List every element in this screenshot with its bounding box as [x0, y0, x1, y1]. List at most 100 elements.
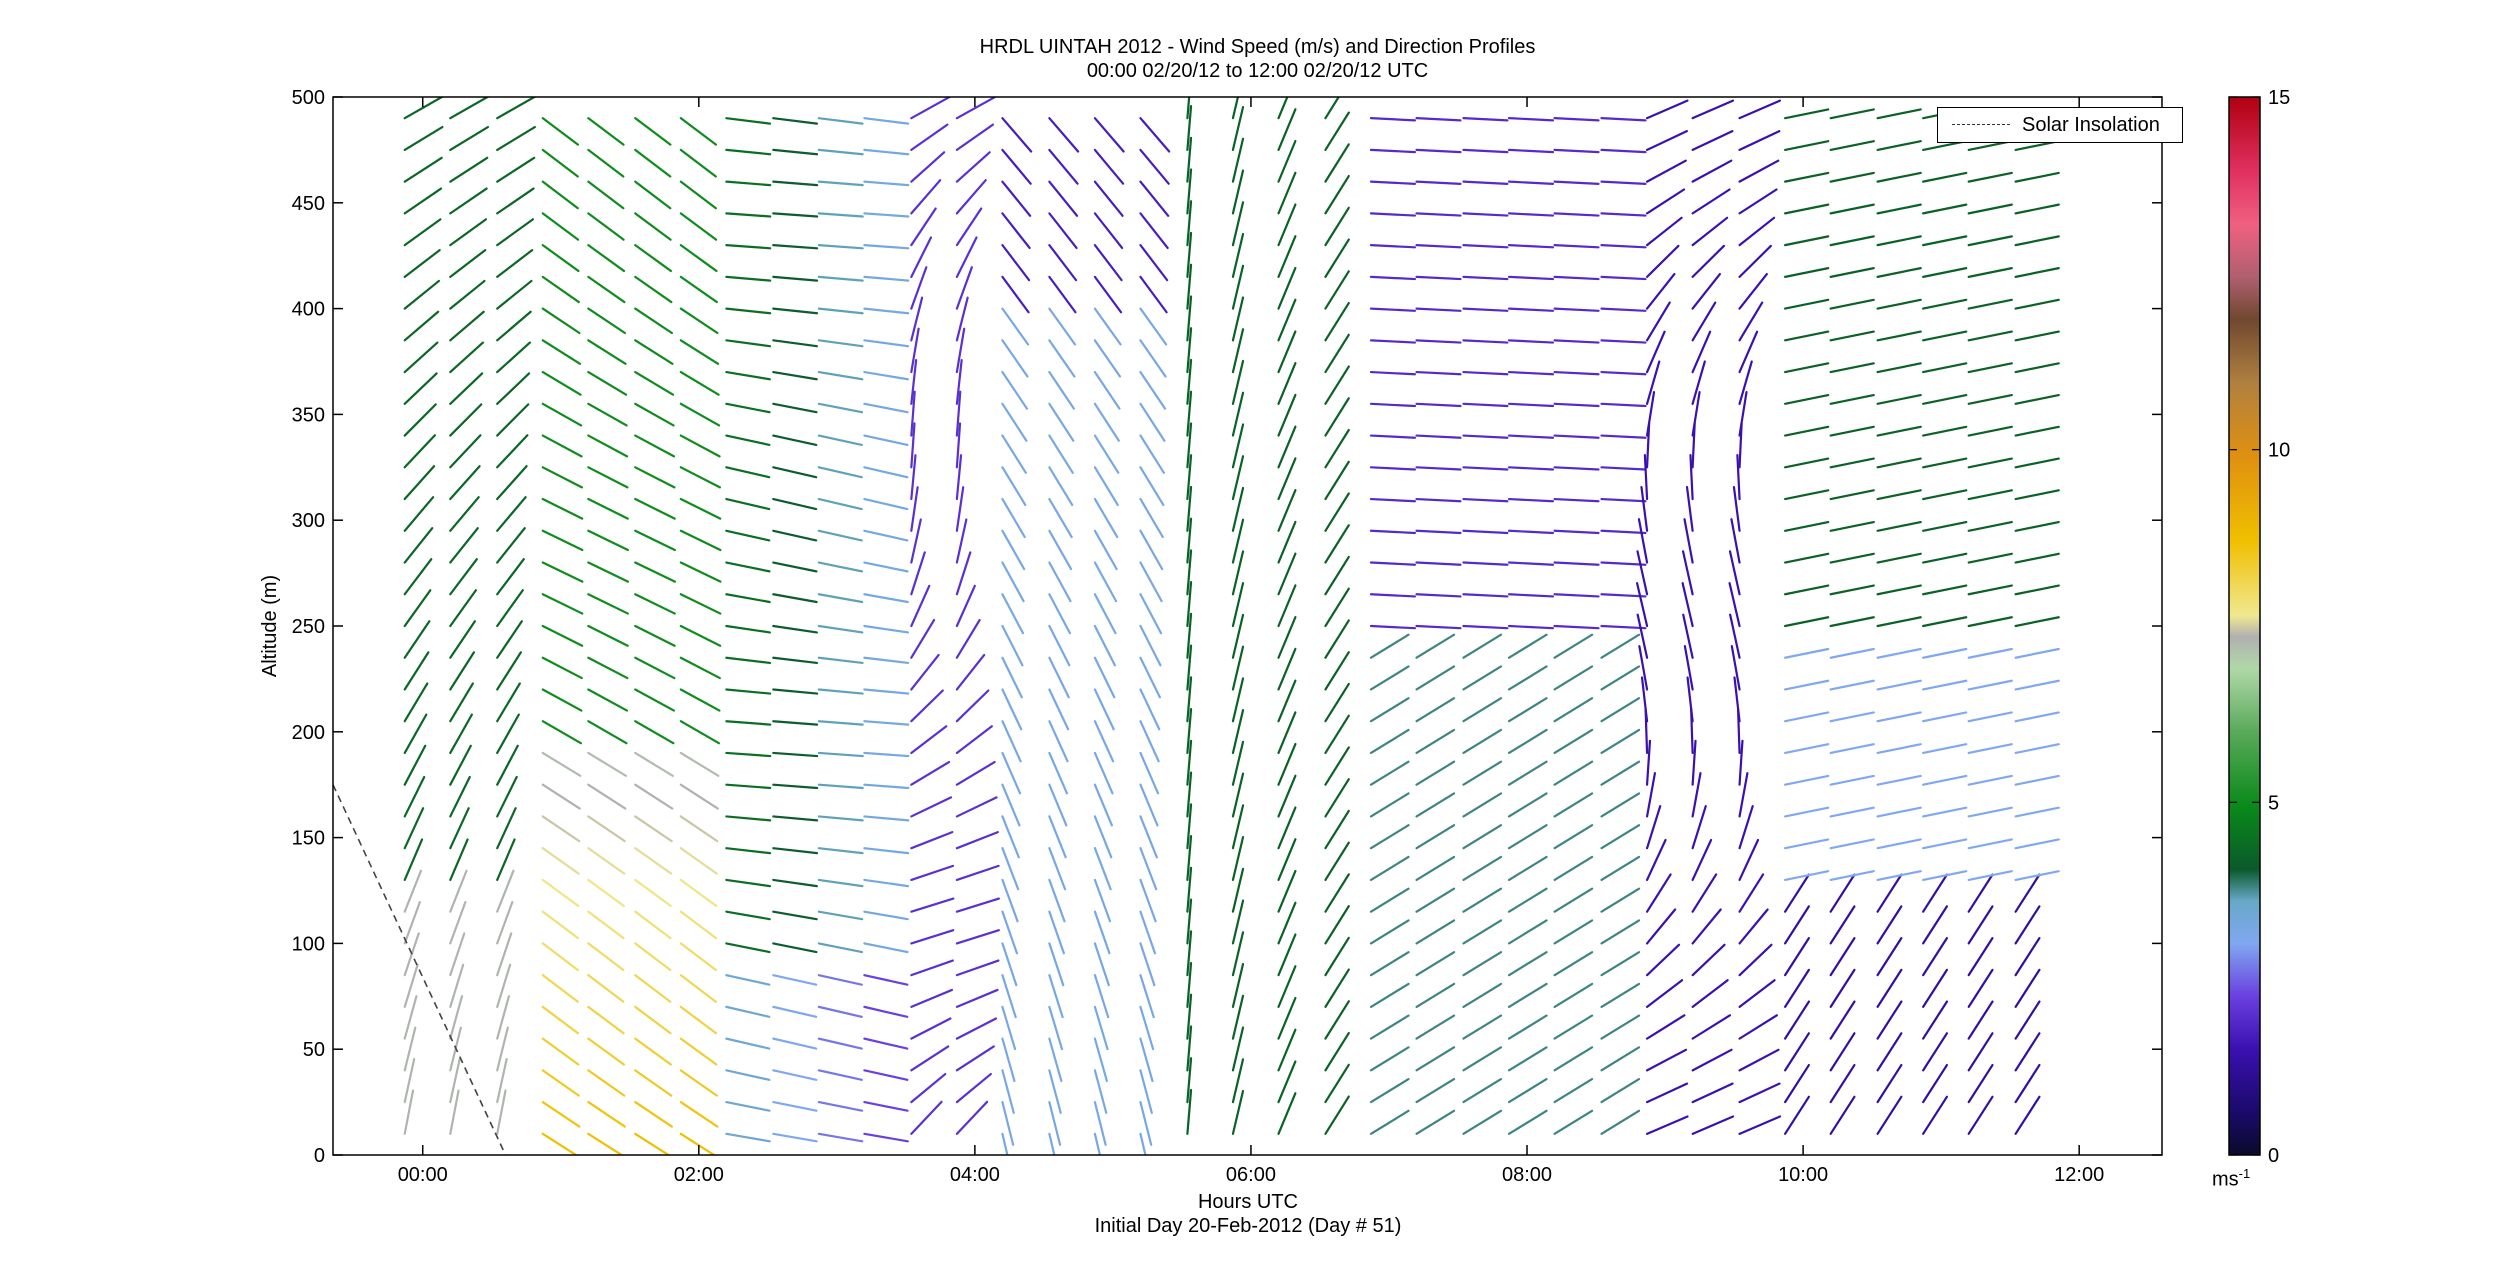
wind-barb — [587, 148, 625, 178]
wind-barb — [772, 497, 818, 511]
wind-barb — [1186, 485, 1193, 532]
wind-barb — [1093, 815, 1113, 859]
wind-barb — [1001, 815, 1020, 859]
wind-barb — [1001, 117, 1033, 153]
wind-barb — [1277, 171, 1297, 215]
wind-barb — [1277, 838, 1297, 882]
wind-barb — [1415, 307, 1462, 312]
wind-barb — [772, 1132, 818, 1143]
wind-barb — [1231, 137, 1245, 183]
wind-barb — [403, 249, 441, 278]
wind-barb — [1048, 974, 1064, 1019]
wind-barb — [1829, 267, 1875, 278]
wind-barb — [1922, 203, 1968, 215]
wind-barb — [772, 402, 818, 414]
wind-barb — [910, 123, 949, 151]
wind-barb — [1637, 518, 1649, 564]
wind-barb — [2014, 267, 2060, 278]
wind-barb — [725, 529, 771, 542]
wind-barb — [772, 339, 818, 348]
legend: Solar Insolation — [1937, 107, 2183, 143]
wind-barb — [1553, 1014, 1594, 1040]
wind-barb — [1001, 1132, 1009, 1155]
wind-barb — [910, 864, 955, 882]
wind-barb — [1553, 792, 1594, 818]
wind-barb — [1001, 212, 1031, 250]
wind-barb — [1922, 457, 1968, 469]
wind-barb — [1553, 307, 1600, 312]
wind-barb — [1186, 358, 1193, 405]
wind-barb — [1369, 760, 1410, 786]
wind-barb — [955, 422, 962, 469]
wind-barb — [1093, 370, 1121, 410]
wind-barb — [1738, 360, 1753, 405]
wind-barb — [863, 878, 910, 888]
wind-barb — [541, 974, 579, 1003]
wind-barb — [2014, 203, 2060, 215]
wind-barb — [541, 212, 580, 241]
wind-barb — [2014, 489, 2060, 501]
wind-barb — [772, 624, 818, 634]
wind-barb — [1507, 529, 1555, 535]
wind-barb — [1784, 711, 1830, 723]
wind-barb — [1048, 402, 1075, 442]
wind-barb — [1415, 824, 1456, 850]
wind-barb — [725, 688, 772, 695]
wind-barb — [1139, 307, 1168, 346]
wind-barb — [1738, 272, 1768, 310]
wind-barb — [1324, 97, 1340, 120]
wind-barb — [1139, 847, 1158, 891]
wind-barb — [1462, 887, 1503, 913]
wind-barb — [1231, 264, 1245, 310]
wind-barb — [1001, 307, 1030, 346]
wind-barb — [725, 244, 772, 250]
wind-barb — [772, 307, 819, 315]
wind-barb — [1231, 772, 1245, 818]
wind-barb — [863, 624, 910, 634]
wind-barb — [772, 244, 819, 250]
wind-barb — [1139, 720, 1160, 763]
wind-barb — [403, 807, 425, 850]
wind-barb — [1093, 212, 1124, 250]
wind-barb — [634, 751, 674, 777]
wind-barb — [1048, 751, 1069, 795]
wind-barb — [634, 593, 676, 615]
wind-barb — [725, 656, 772, 665]
wind-barb — [1967, 679, 2013, 691]
wind-barb — [1324, 524, 1350, 564]
wind-barb — [1507, 307, 1555, 312]
wind-barb — [1462, 792, 1503, 818]
wind-barb — [1600, 244, 1647, 249]
wind-barb — [587, 212, 625, 241]
wind-barb — [817, 244, 864, 250]
wind-barb — [1922, 647, 1968, 659]
wind-barb — [1922, 774, 1968, 786]
wind-barb — [955, 486, 965, 532]
wind-barb — [679, 244, 718, 273]
wind-barb — [1738, 391, 1748, 437]
y-tick-label: 100 — [292, 933, 325, 955]
wind-barb — [1369, 402, 1417, 408]
wind-barb — [496, 558, 525, 596]
wind-barb — [1324, 397, 1350, 437]
wind-barb — [541, 878, 580, 908]
wind-barb — [1876, 298, 1922, 310]
wind-barb — [1876, 1063, 1903, 1104]
wind-barb — [1001, 1100, 1015, 1146]
wind-barb — [449, 713, 473, 755]
wind-barb — [1093, 656, 1116, 699]
wind-barb — [1048, 1132, 1056, 1155]
wind-barb — [1600, 855, 1641, 882]
wind-barb — [449, 620, 476, 659]
wind-barb — [541, 402, 583, 427]
wind-barb — [587, 720, 628, 745]
wind-barb — [1139, 402, 1166, 442]
wind-barb — [1876, 806, 1922, 818]
wind-barb — [496, 1089, 507, 1135]
y-tick-label: 250 — [292, 616, 325, 638]
wind-barb — [679, 656, 721, 680]
wind-barb — [1231, 677, 1245, 723]
wind-barb — [1001, 974, 1017, 1019]
wind-barb — [1829, 774, 1875, 786]
wind-barb — [1784, 267, 1830, 278]
